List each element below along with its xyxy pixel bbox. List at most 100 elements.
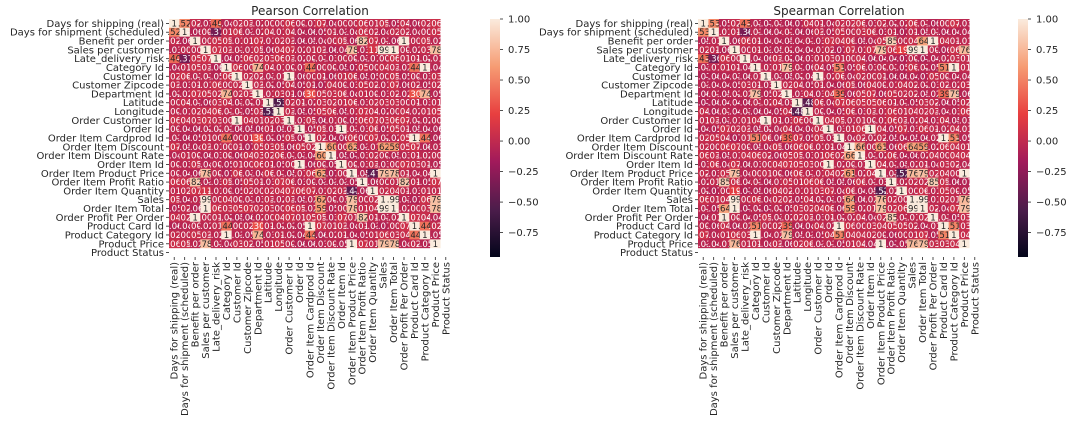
heatmap-cell [336, 160, 347, 170]
heatmap-cell [906, 221, 918, 231]
cell-value-label: .04 [738, 152, 752, 162]
cell-value-label: .04 [947, 125, 961, 135]
heatmap-cell [771, 98, 782, 108]
heatmap-cell [760, 115, 772, 126]
cell-value-label: .05 [314, 90, 328, 100]
cell-value-label: .04 [780, 108, 794, 118]
heatmap-cell [315, 36, 326, 46]
cell-value-label: -.03 [333, 178, 350, 188]
heatmap-cell [739, 168, 751, 178]
heatmap-cell [263, 212, 274, 223]
heatmap-cell [823, 160, 835, 170]
heatmap-cell [283, 115, 295, 126]
cell-value-label: .04 [947, 240, 961, 250]
heatmap-cell [739, 133, 751, 143]
cell-value-label: -.04 [757, 37, 774, 47]
cell-value-label: -.01 [427, 55, 444, 65]
heatmap-cell [812, 195, 824, 205]
heatmap-cell [844, 204, 855, 214]
cell-value-label: -.07 [757, 19, 774, 29]
heatmap-cell [771, 27, 782, 37]
cell-value-label: -.02 [757, 99, 774, 109]
heatmap-cell [781, 168, 793, 178]
cell-value-label: .00 [230, 196, 244, 206]
heatmap-cell [169, 89, 180, 99]
heatmap-cell [875, 98, 887, 108]
cell-value-label: .01 [178, 152, 192, 162]
heatmap-cell [419, 195, 431, 205]
heatmap-cell [189, 36, 201, 46]
heatmap-cell [367, 54, 379, 64]
heatmap-cell [948, 248, 960, 258]
heatmap-cell [200, 195, 212, 205]
heatmap-cell [419, 142, 431, 152]
heatmap-cell [367, 19, 379, 29]
cell-value-label: 1 [753, 63, 758, 73]
heatmap-cell [917, 204, 929, 214]
cell-value-label: -.04 [218, 240, 235, 250]
heatmap-cell [357, 98, 368, 108]
cell-value-label: .07 [240, 205, 254, 215]
cell-value-label: .01 [895, 108, 909, 118]
cell-value-label: .00 [947, 187, 961, 197]
cell-value-label: -.04 [883, 55, 900, 65]
heatmap-cell [189, 71, 201, 81]
heatmap-cell [210, 204, 222, 214]
heatmap-cell [938, 230, 949, 240]
cell-value-label: .05 [272, 143, 286, 153]
cell-value-label: -.03 [312, 240, 329, 250]
heatmap-cell [886, 212, 897, 223]
heatmap-cell [430, 204, 441, 214]
cell-value-label: .00 [769, 169, 783, 179]
cell-value-label: .06 [728, 178, 742, 188]
heatmap-cell [367, 71, 379, 81]
cell-value-label: -.05 [883, 125, 900, 135]
heatmap-cell [750, 195, 761, 205]
cell-value-label: -.04 [176, 222, 193, 232]
cell-value-label: -.07 [322, 169, 339, 179]
heatmap-cell [938, 177, 949, 187]
cell-value-label: -.03 [810, 240, 827, 250]
heatmap-cell [938, 36, 949, 46]
heatmap-cell [357, 89, 368, 99]
cell-value-label: -.06 [239, 213, 256, 223]
cell-value-label: .76 [728, 240, 742, 250]
cell-value-label: -.03 [956, 116, 973, 126]
heatmap-cell [802, 133, 814, 143]
cell-value-label: .02 [251, 72, 265, 82]
cell-value-label: -.04 [841, 134, 858, 144]
cell-value-label: -.05 [757, 90, 774, 100]
cell-value-label: .02 [324, 99, 338, 109]
heatmap-cell [221, 168, 232, 178]
heatmap-cell [325, 230, 337, 240]
x-tick-label: Days for shipping (real) [170, 262, 181, 380]
heatmap-cell [367, 115, 379, 126]
cell-value-label: -.03 [768, 19, 785, 29]
heatmap-cell [802, 71, 814, 81]
cell-value-label: .04 [926, 152, 940, 162]
cell-value-label: .01 [749, 46, 763, 56]
cell-value-label: .51 [937, 231, 951, 241]
heatmap-cell [771, 151, 782, 161]
cell-value-label: -.02 [695, 187, 712, 197]
heatmap-cell [304, 186, 316, 196]
heatmap-cell [377, 71, 389, 81]
heatmap-cell [409, 133, 420, 143]
cell-value-label: -.04 [956, 28, 973, 38]
heatmap-cell [886, 248, 897, 258]
cell-value-label: -.06 [737, 72, 754, 82]
cell-value-label: -.03 [416, 99, 433, 109]
heatmap-cell [336, 151, 347, 161]
heatmap-cell [419, 89, 431, 99]
heatmap-cell [263, 107, 274, 117]
heatmap-cell [896, 248, 908, 258]
cell-value-label: .05 [811, 134, 825, 144]
heatmap-cell [708, 124, 720, 134]
heatmap-cell [771, 160, 782, 170]
heatmap-cell [252, 133, 264, 143]
cell-value-label: .01 [397, 125, 411, 135]
cell-value-label: -.06 [695, 213, 712, 223]
heatmap-cell [718, 45, 730, 55]
heatmap-cell [189, 195, 201, 205]
heatmap-cell [812, 89, 824, 99]
